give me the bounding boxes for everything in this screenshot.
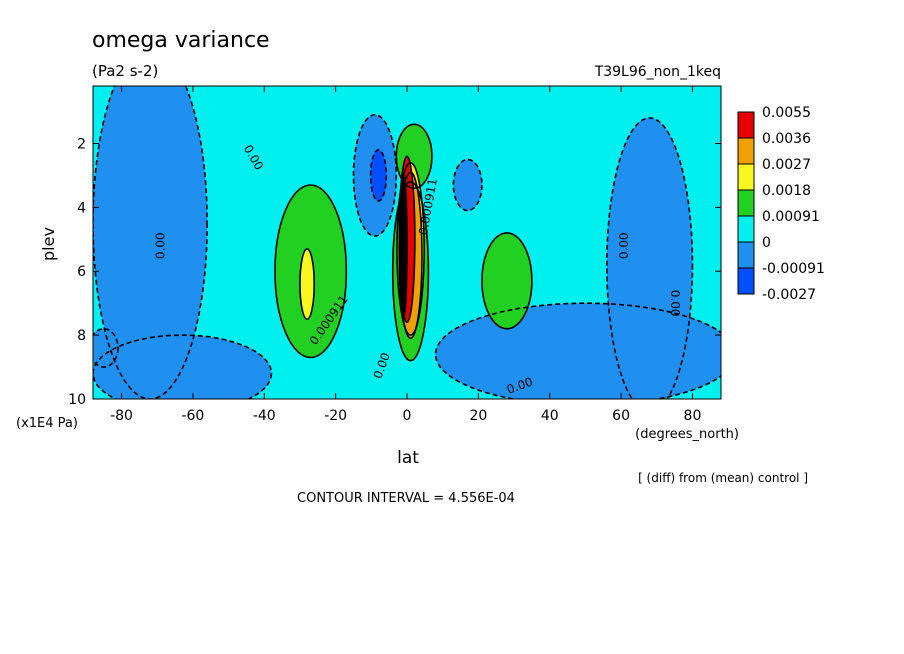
contour-line-7 [369,149,388,202]
y-tick-label: 8 [77,328,86,344]
colorbar-swatch [737,163,755,191]
contour-label-7: 0.00 [668,290,682,317]
y-tick-label: 2 [77,136,86,152]
x-tick-label: -80 [110,408,133,424]
contour-line-6 [93,327,119,368]
contour-line-16 [399,171,408,320]
x-tick-label: 20 [469,408,487,424]
contour-line-0 [93,86,208,399]
chart-units: (Pa2 s-2) [92,62,158,80]
colorbar-swatch [737,189,755,217]
contour-line-12 [299,248,316,320]
x-axis: -80 -60 -40 -20 0 20 40 60 80 [110,86,701,424]
chart-title: omega variance [92,28,270,53]
x-tick-label: -40 [253,408,276,424]
x-tick-label: 60 [612,408,630,424]
contour-region-9 [481,232,532,329]
colorbar-label: 0 [762,235,771,251]
colorbar-swatch [737,137,755,165]
y-tick-label: 4 [77,200,86,216]
contour-region-0 [93,86,208,399]
y-axis-units: (x1E4 Pa) [16,416,78,431]
colorbar-label: -0.00091 [762,261,825,277]
contour-region-7 [370,149,387,201]
x-tick-label: 80 [684,408,702,424]
contour-label-6: 0.00 [617,232,631,259]
colorbar-label: -0.0027 [762,287,816,303]
x-tick-label: 0 [403,408,412,424]
colorbar-swatch [737,215,755,243]
colorbar-label: 0.0027 [762,157,811,173]
contour-line-1 [93,334,273,399]
x-tick-label: 40 [541,408,559,424]
contour-line-3 [452,158,483,212]
colorbar-swatch [737,267,755,295]
y-axis: 2 4 6 8 10 [68,136,721,408]
contour-region-6 [93,328,118,368]
contour-line-2 [352,113,398,237]
y-tick-label: 6 [77,264,86,280]
colorbar-label: 0.00091 [762,209,820,225]
y-tick-label: 10 [68,392,86,408]
colorbar-label: 0.0018 [762,183,811,199]
contour-line-4 [606,117,694,399]
contour-label-1: 0.00 [153,232,167,259]
contour-line-9 [481,232,533,330]
colorbar-swatch [737,241,755,269]
x-axis-label: lat [397,448,419,468]
colorbar-swatch [737,111,755,139]
contour-region-12 [299,248,315,320]
contour-lines [93,86,721,399]
contour-region-3 [453,159,482,211]
colorbar-label: 0.0036 [762,131,811,147]
x-tick-label: -60 [181,408,204,424]
contour-line-8 [274,184,348,359]
colorbar-legend: 0.0055 0.0036 0.0027 0.0018 0.00091 0 -0.00091… [737,105,825,303]
contour-line-11 [391,181,430,362]
diff-note: [ (diff) from (mean) control ] [638,471,808,485]
x-tick-label: -20 [324,408,347,424]
run-label: T39L96_non_1keq [594,64,721,80]
contour-interval: CONTOUR INTERVAL = 4.556E-04 [297,491,515,506]
y-axis-label: plev [39,227,58,261]
x-axis-units: (degrees_north) [635,427,739,442]
contour-line-10 [395,123,433,190]
colorbar-label: 0.0055 [762,105,811,121]
